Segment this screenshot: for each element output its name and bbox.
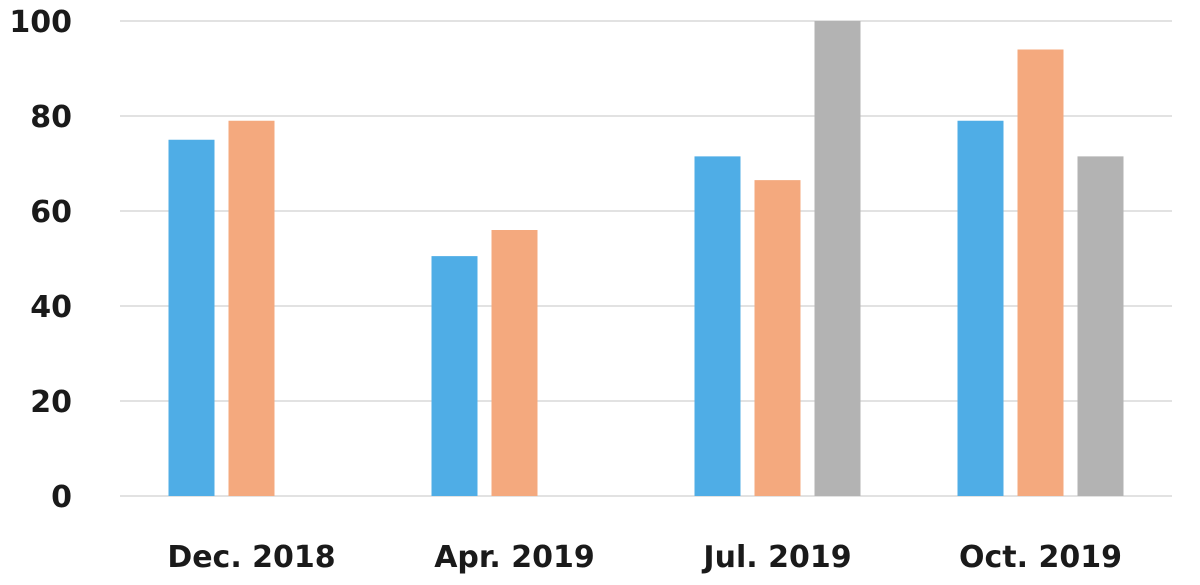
y-axis-tick-labels: 0 20 40 60 80 100: [9, 5, 72, 515]
x-category-label-4: Oct. 2019: [959, 540, 1122, 575]
bar-series-2-oct-2019: [1017, 49, 1064, 496]
y-tick-label-20: 20: [30, 385, 72, 420]
bars: [168, 21, 1124, 496]
bar-series-2-jul-2019: [754, 180, 801, 496]
y-tick-label-100: 100: [9, 5, 72, 40]
y-tick-label-60: 60: [30, 195, 72, 230]
bar-series-3-jul-2019: [814, 21, 861, 496]
y-tick-label-0: 0: [51, 480, 72, 515]
bar-series-2-apr-2019: [491, 230, 538, 496]
y-tick-label-80: 80: [30, 100, 72, 135]
y-tick-label-40: 40: [30, 290, 72, 325]
bar-series-3-oct-2019: [1077, 156, 1124, 496]
bar-series-1-dec-2018: [168, 139, 215, 496]
x-axis-category-labels: Dec. 2018 Apr. 2019 Jul. 2019 Oct. 2019: [167, 540, 1122, 575]
bar-series-1-jul-2019: [694, 156, 741, 496]
x-category-label-1: Dec. 2018: [167, 540, 335, 575]
x-category-label-2: Apr. 2019: [434, 540, 595, 575]
bar-series-1-oct-2019: [957, 120, 1004, 496]
bar-series-1-apr-2019: [431, 256, 478, 496]
gridlines: [120, 20, 1172, 497]
bar-series-2-dec-2018: [228, 120, 275, 496]
x-category-label-3: Jul. 2019: [701, 540, 851, 575]
